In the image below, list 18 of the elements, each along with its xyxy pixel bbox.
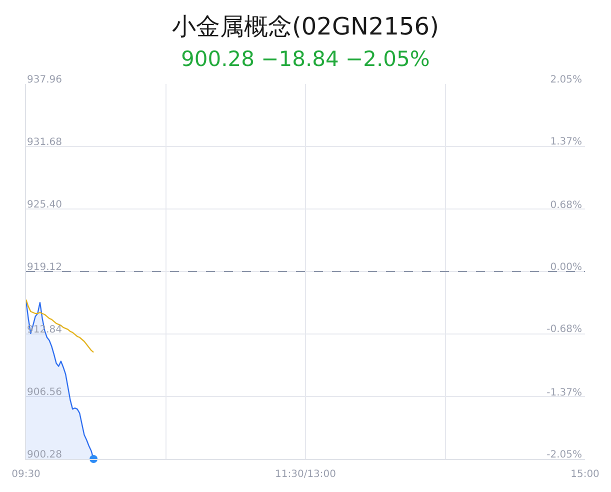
y2-tick-label: 2.05% [550,74,582,86]
y-tick-label: 931.68 [27,137,62,148]
y2-tick-label: -0.68% [546,324,582,336]
y-tick-label: 925.40 [27,200,62,210]
y-tick-label: 919.12 [27,262,62,273]
y2-tick-label: 0.68% [550,200,582,211]
y-tick-label: 937.96 [27,74,62,86]
x-tick-label: 09:30 [12,469,40,480]
chart-subtitle: 900.28 −18.84 −2.05% [181,47,430,71]
y2-tick-label: 1.37% [550,136,582,148]
y-tick-label: 900.28 [27,450,62,460]
y2-tick-label: -2.05% [546,450,582,460]
x-tick-label: 15:00 [570,469,600,480]
chart-title: 小金属概念(02GN2156) [172,12,439,40]
y2-tick-label: 0.00% [550,262,582,273]
y-tick-label: 906.56 [27,387,62,398]
x-tick-label: 11:30/13:00 [274,469,336,480]
y2-tick-label: -1.37% [546,387,582,398]
